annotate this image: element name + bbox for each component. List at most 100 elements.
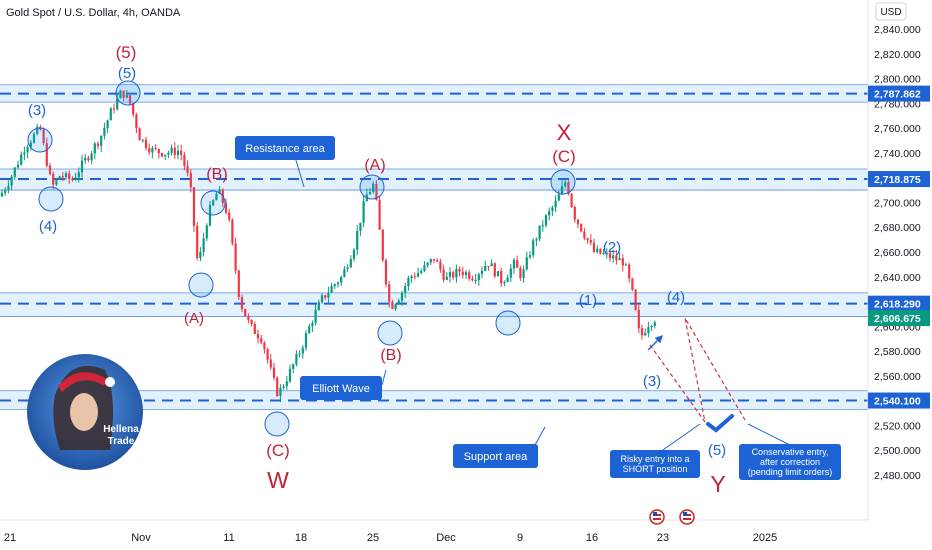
candle-body bbox=[23, 152, 26, 155]
candle-body bbox=[471, 278, 474, 281]
candle-body bbox=[452, 272, 455, 278]
candle-body bbox=[196, 225, 199, 259]
candle-body bbox=[384, 260, 388, 285]
candle-body bbox=[151, 148, 154, 153]
candle-body bbox=[506, 277, 509, 283]
candle-body bbox=[490, 263, 493, 267]
santa-hat-icon bbox=[58, 372, 108, 392]
candle-body bbox=[96, 143, 100, 146]
candle-body bbox=[541, 225, 544, 227]
candle-body bbox=[512, 259, 516, 269]
wave-label-n2: (2) bbox=[603, 239, 621, 256]
candle-body bbox=[535, 239, 538, 241]
wave-label-W: W bbox=[267, 467, 289, 493]
candle-body bbox=[426, 262, 429, 266]
candle-body bbox=[340, 276, 343, 283]
time-tick-label: 23 bbox=[657, 532, 669, 544]
candle-body bbox=[74, 177, 77, 181]
candle-body bbox=[205, 225, 208, 239]
candle-body bbox=[231, 219, 234, 244]
candle-body bbox=[13, 167, 16, 177]
candle-body bbox=[349, 258, 352, 268]
support-callout-box[interactable] bbox=[453, 444, 538, 468]
candle-body bbox=[180, 150, 183, 155]
candle-body bbox=[330, 286, 333, 293]
swing-highlight-circle bbox=[27, 127, 53, 153]
candle-body bbox=[327, 292, 330, 298]
candle-body bbox=[468, 272, 471, 279]
candle-body bbox=[618, 258, 621, 261]
candle-body bbox=[48, 165, 52, 174]
wave-label-wA1: (A) bbox=[184, 310, 204, 327]
candle-body bbox=[519, 267, 522, 278]
candle-body bbox=[484, 265, 487, 271]
candle-body bbox=[439, 261, 442, 270]
candle-body bbox=[576, 219, 580, 224]
candle-body bbox=[250, 319, 253, 325]
candle-body bbox=[266, 349, 269, 360]
candle-body bbox=[500, 271, 503, 284]
wave-label-X: X bbox=[557, 120, 572, 145]
time-tick-label: Dec bbox=[436, 532, 456, 544]
swing-highlight-circle bbox=[188, 272, 214, 298]
candle-body bbox=[621, 258, 624, 266]
candle-body bbox=[218, 189, 221, 194]
candle-body bbox=[32, 133, 36, 143]
candle-body bbox=[295, 353, 298, 365]
candle-body bbox=[157, 148, 160, 154]
candle-body bbox=[429, 258, 432, 263]
candle-body bbox=[192, 187, 196, 226]
price-tick-label: 2,820.000 bbox=[874, 49, 921, 61]
candle-body bbox=[93, 143, 96, 154]
resistance-callout-box[interactable] bbox=[235, 136, 335, 160]
time-tick-label: 21 bbox=[4, 532, 16, 544]
candle-body bbox=[487, 265, 490, 267]
price-tick-label: 2,760.000 bbox=[874, 123, 921, 135]
candle-body bbox=[106, 120, 109, 129]
chart-title: Gold Spot / U.S. Dollar, 4h, OANDA bbox=[6, 7, 181, 19]
candle-body bbox=[455, 268, 458, 278]
wave-label-n3: (3) bbox=[643, 373, 661, 390]
candle-body bbox=[407, 278, 410, 287]
candle-body bbox=[596, 248, 599, 252]
candle-body bbox=[87, 157, 90, 161]
candle-body bbox=[314, 310, 317, 323]
candle-body bbox=[311, 322, 314, 327]
elliott-wave-callout-box[interactable] bbox=[300, 376, 382, 400]
candle-body bbox=[247, 316, 250, 320]
candle-body bbox=[125, 95, 128, 98]
candle-body bbox=[378, 199, 381, 230]
candle-body bbox=[368, 191, 372, 195]
candle-body bbox=[359, 222, 362, 231]
candle-body bbox=[464, 272, 468, 276]
candle-body bbox=[612, 255, 615, 259]
support-pointer bbox=[534, 426, 546, 446]
risky-entry-callout-box[interactable] bbox=[610, 450, 700, 478]
wave-label-Y: Y bbox=[710, 471, 725, 497]
candle-body bbox=[20, 154, 23, 165]
time-axis[interactable] bbox=[0, 520, 868, 550]
candle-body bbox=[493, 263, 496, 277]
candle-body bbox=[436, 260, 439, 262]
price-tick-label: 2,640.000 bbox=[874, 272, 921, 284]
logo-face bbox=[70, 393, 98, 431]
price-level-tag-label: 2,787.862 bbox=[874, 89, 921, 101]
candle-body bbox=[640, 328, 644, 336]
candle-body bbox=[7, 185, 10, 190]
elliott-pointer bbox=[381, 369, 387, 386]
price-level-tag bbox=[868, 392, 930, 409]
conservative-entry-callout-box[interactable] bbox=[739, 444, 841, 480]
swing-highlight-circle bbox=[359, 174, 385, 200]
candle-body bbox=[199, 251, 202, 259]
candle-body bbox=[42, 129, 45, 144]
candle-body bbox=[138, 128, 141, 141]
swing-highlight-circle bbox=[377, 320, 403, 346]
check-icon bbox=[706, 414, 734, 433]
candle-body bbox=[10, 176, 13, 186]
wave-label-wB1: (B) bbox=[206, 166, 227, 183]
currency-badge[interactable] bbox=[875, 2, 907, 21]
candle-body bbox=[461, 271, 464, 276]
candle-body bbox=[653, 322, 656, 326]
